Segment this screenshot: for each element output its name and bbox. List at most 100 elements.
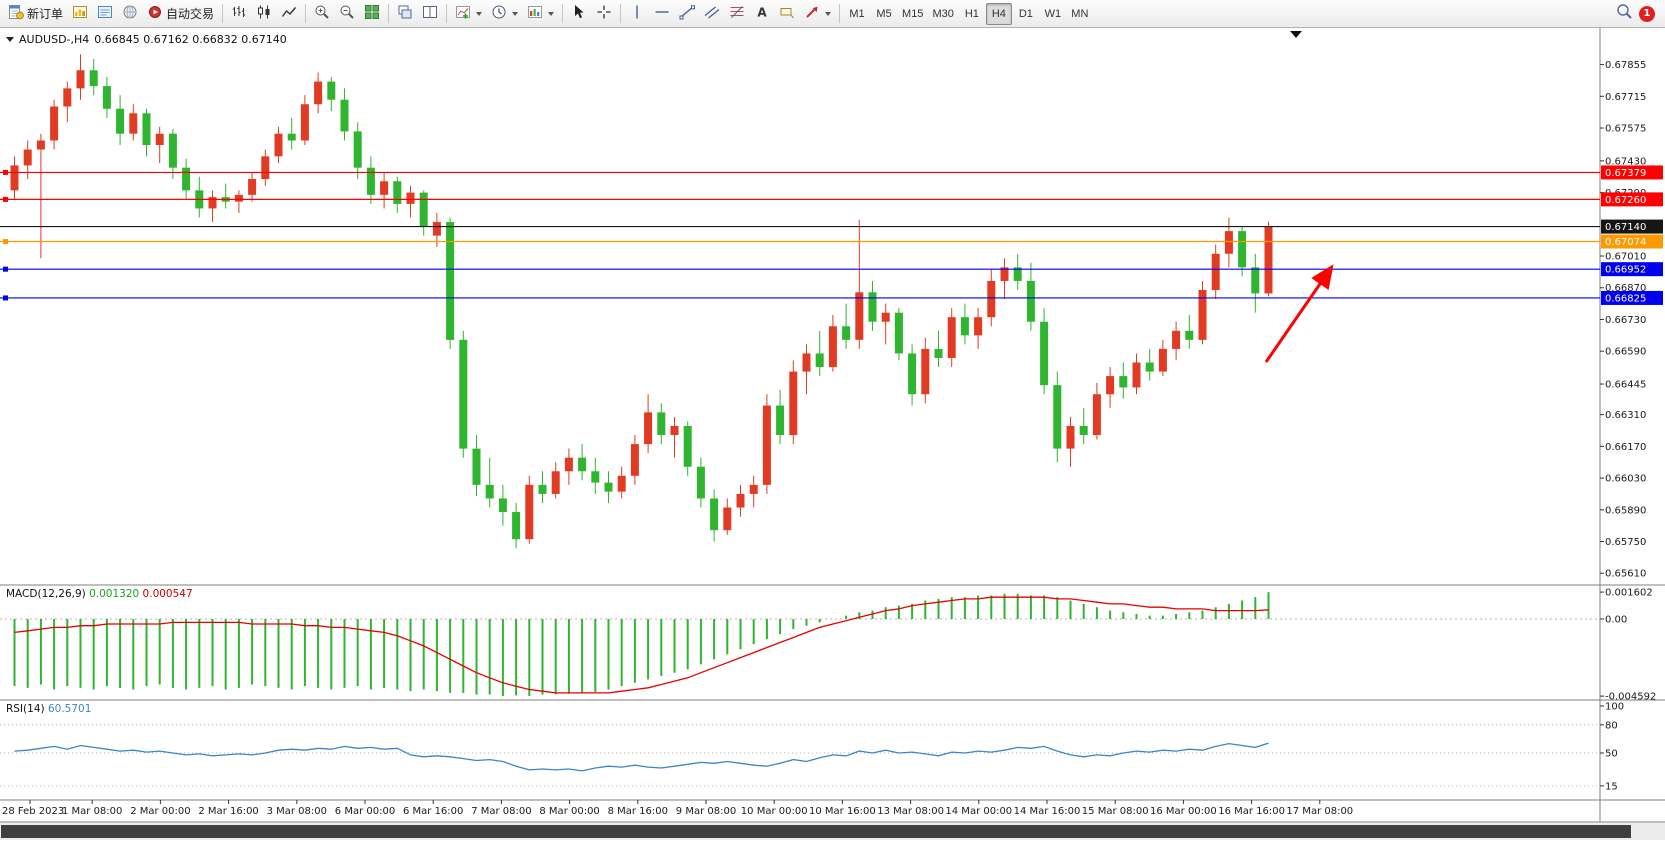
chart-dropdown-icon[interactable]	[6, 37, 14, 42]
label-tool-button[interactable]	[775, 2, 799, 26]
rsi-indicator-label: RSI(14) 60.5701	[6, 703, 91, 715]
svg-text:0.66590: 0.66590	[1605, 347, 1646, 358]
indicators-button[interactable]	[451, 2, 486, 26]
svg-text:6 Mar 16:00: 6 Mar 16:00	[403, 806, 463, 817]
svg-text:13 Mar 08:00: 13 Mar 08:00	[877, 806, 944, 817]
svg-text:0.67010: 0.67010	[1605, 252, 1646, 263]
svg-text:0.65750: 0.65750	[1605, 537, 1646, 548]
svg-text:100: 100	[1605, 702, 1624, 713]
macd-main-value: 0.001320	[89, 588, 140, 600]
crosshair-icon	[596, 4, 612, 23]
svg-text:A: A	[757, 6, 767, 20]
timeframe-M15[interactable]: M15	[898, 3, 927, 25]
svg-text:0.66870: 0.66870	[1605, 283, 1646, 294]
horizontal-line-tool-button[interactable]	[650, 2, 674, 26]
timeframe-D1[interactable]: D1	[1013, 3, 1039, 25]
svg-text:0.66030: 0.66030	[1605, 474, 1646, 485]
chevron-down-icon	[476, 11, 483, 16]
new-order-button[interactable]: 新订单	[4, 2, 67, 26]
navigator-button[interactable]	[118, 2, 142, 26]
tile-vertical-icon	[422, 4, 438, 23]
horizontal-scrollbar[interactable]	[0, 823, 1665, 840]
templates-icon	[527, 4, 543, 23]
channel-tool-button[interactable]	[700, 2, 724, 26]
rsi-panel: 100 80 50 15	[0, 702, 1624, 792]
bar-chart-icon	[231, 4, 247, 23]
svg-text:3 Mar 08:00: 3 Mar 08:00	[267, 806, 327, 817]
chart-symbol-period: AUDUSD-,H4	[19, 33, 90, 46]
chart-shift-marker[interactable]	[1290, 31, 1302, 38]
scrollbar-thumb[interactable]	[1, 825, 1631, 838]
crosshair-tool-button[interactable]	[592, 2, 616, 26]
macd-indicator-label: MACD(12,26,9) 0.001320 0.000547	[6, 588, 193, 600]
svg-text:9 Mar 08:00: 9 Mar 08:00	[676, 806, 736, 817]
timeframe-H4[interactable]: H4	[985, 2, 1012, 25]
vertical-line-icon	[629, 4, 645, 23]
arrows-tool-button[interactable]	[800, 2, 835, 26]
timeframe-H1[interactable]: H1	[959, 3, 985, 25]
timeframe-M30[interactable]: M30	[928, 3, 957, 25]
svg-text:2 Mar 00:00: 2 Mar 00:00	[130, 806, 190, 817]
timeframe-group: M1 M5 M15 M30 H1 H4 D1 W1 MN	[844, 2, 1093, 25]
market-watch-button[interactable]	[68, 2, 92, 26]
cursor-tool-button[interactable]	[567, 2, 591, 26]
toolbar-separator	[222, 4, 224, 23]
price-badge	[1601, 192, 1663, 207]
timeframe-M1[interactable]: M1	[844, 3, 870, 25]
cascade-windows-icon	[397, 4, 413, 23]
timeframe-MN[interactable]: MN	[1067, 3, 1093, 25]
auto-trading-label: 自动交易	[166, 7, 215, 21]
vertical-line-tool-button[interactable]	[625, 2, 649, 26]
svg-text:0.67430: 0.67430	[1605, 156, 1646, 167]
svg-text:1 Mar 08:00: 1 Mar 08:00	[62, 806, 122, 817]
chart-ohlc-values: 0.66845 0.67162 0.66832 0.67140	[94, 33, 287, 46]
toolbar-separator	[446, 4, 448, 23]
search-icon[interactable]	[1616, 3, 1633, 24]
svg-text:15: 15	[1605, 781, 1618, 792]
toolbar-separator	[305, 4, 307, 23]
rsi-name: RSI(14)	[6, 703, 45, 715]
fibonacci-tool-button[interactable]	[725, 2, 749, 26]
label-icon	[779, 4, 795, 23]
text-tool-button[interactable]: A	[750, 2, 774, 26]
toolbar-separator	[839, 4, 841, 23]
svg-text:16 Mar 00:00: 16 Mar 00:00	[1150, 806, 1217, 817]
zoom-in-button[interactable]	[310, 2, 334, 26]
auto-trading-button[interactable]: 自动交易	[143, 2, 218, 26]
arrow-annotation[interactable]	[1264, 264, 1334, 363]
templates-button[interactable]	[523, 2, 558, 26]
new-order-icon	[8, 4, 24, 23]
svg-text:0.67140: 0.67140	[1605, 222, 1646, 233]
text-icon: A	[754, 4, 770, 23]
tile-windows-icon	[364, 4, 380, 23]
zoom-out-icon	[339, 4, 355, 23]
rsi-line	[14, 742, 1269, 772]
market-watch-icon	[72, 4, 88, 23]
svg-text:16 Mar 16:00: 16 Mar 16:00	[1218, 806, 1285, 817]
data-window-button[interactable]	[93, 2, 117, 26]
svg-text:10 Mar 16:00: 10 Mar 16:00	[809, 806, 876, 817]
candlestick-chart-button[interactable]	[252, 2, 276, 26]
timeframe-M5[interactable]: M5	[871, 3, 897, 25]
price-badge	[1601, 219, 1663, 234]
tile-windows-button[interactable]	[360, 2, 384, 26]
timeframe-W1[interactable]: W1	[1040, 3, 1066, 25]
line-chart-button[interactable]	[277, 2, 301, 26]
cascade-windows-button[interactable]	[393, 2, 417, 26]
tile-vertical-button[interactable]	[418, 2, 442, 26]
svg-text:0.66310: 0.66310	[1605, 410, 1646, 421]
indicators-icon	[455, 4, 471, 23]
zoom-out-button[interactable]	[335, 2, 359, 26]
chart-title: AUDUSD-,H4 0.66845 0.67162 0.66832 0.671…	[6, 33, 287, 46]
notification-badge[interactable]: 1	[1639, 5, 1655, 22]
svg-text:0.66170: 0.66170	[1605, 442, 1646, 453]
bar-chart-button[interactable]	[227, 2, 251, 26]
trendline-tool-button[interactable]	[675, 2, 699, 26]
price-axis[interactable]: 0.678550.677150.675750.674300.672900.670…	[1600, 60, 1646, 580]
svg-text:14 Mar 16:00: 14 Mar 16:00	[1014, 806, 1081, 817]
periods-button[interactable]	[487, 2, 522, 26]
price-levels[interactable]: 0.67379 0.67260 0.67140 0.67074 0.66952 0.668…	[0, 165, 1663, 305]
